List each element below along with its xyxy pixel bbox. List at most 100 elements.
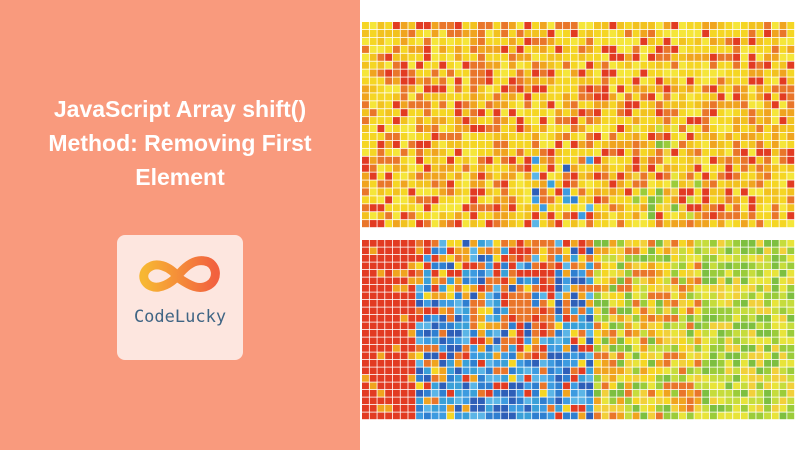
heat-cell	[400, 220, 408, 228]
heat-cell	[663, 240, 671, 247]
heat-cell	[578, 125, 586, 133]
heat-cell	[570, 352, 578, 360]
heat-cell	[679, 270, 686, 277]
heat-cell	[694, 240, 702, 247]
heat-cell	[655, 140, 663, 148]
heat-cell	[640, 300, 648, 307]
heat-cell	[431, 22, 439, 30]
heat-cell	[624, 101, 632, 109]
heat-cell	[392, 69, 400, 77]
heat-cell	[385, 117, 393, 125]
heat-cell	[787, 255, 795, 262]
heat-cell	[532, 132, 540, 141]
heat-cell	[733, 37, 741, 45]
heat-cell	[392, 270, 400, 277]
heat-cell	[570, 367, 578, 375]
heat-cell	[508, 360, 516, 367]
heat-cell	[709, 375, 717, 382]
heat-cell	[477, 180, 485, 188]
heat-cell	[748, 53, 756, 61]
heat-cell	[485, 277, 493, 285]
heat-cell	[586, 375, 594, 382]
heat-cell	[655, 45, 663, 53]
heat-cell	[570, 300, 578, 307]
heat-cell	[447, 315, 454, 322]
heat-cell	[725, 390, 733, 397]
heat-cell	[532, 180, 540, 188]
heat-cell	[362, 22, 369, 30]
heat-cell	[439, 77, 447, 85]
heat-cell	[593, 375, 601, 382]
heat-cell	[578, 196, 586, 204]
heat-cell	[733, 367, 741, 375]
heat-cell	[555, 140, 563, 148]
heat-cell	[400, 352, 408, 360]
heat-cell	[539, 262, 547, 270]
heat-cell	[539, 270, 547, 277]
heat-cell	[601, 69, 609, 77]
heat-cell	[408, 188, 416, 196]
heat-cell	[787, 93, 795, 101]
heat-cell	[709, 85, 717, 93]
heat-cell	[709, 69, 717, 77]
heat-cell	[501, 277, 509, 285]
heat-cell	[624, 196, 632, 204]
heat-cell	[555, 125, 563, 133]
heat-cell	[609, 212, 617, 220]
heat-cell	[392, 212, 400, 220]
heat-cell	[686, 322, 694, 330]
heat-cell	[632, 337, 640, 345]
heat-cell	[671, 270, 679, 277]
heat-cell	[408, 220, 416, 228]
heat-cell	[400, 53, 408, 61]
heat-cell	[648, 180, 656, 188]
heat-cell	[671, 375, 679, 382]
heat-cell	[686, 22, 694, 30]
heat-cell	[771, 117, 779, 125]
heat-cell	[717, 262, 725, 270]
heat-cell	[485, 412, 493, 420]
heat-cell	[369, 164, 377, 172]
heat-cell	[648, 132, 656, 141]
heat-cell	[733, 148, 741, 156]
heat-cell	[501, 262, 509, 270]
heat-cell	[624, 212, 632, 220]
heat-cell	[462, 117, 470, 125]
heat-cell	[632, 93, 640, 101]
heat-cell	[740, 180, 748, 188]
heat-cell	[501, 375, 509, 382]
heat-cell	[740, 352, 748, 360]
heat-cell	[748, 93, 756, 101]
heat-cell	[493, 270, 501, 277]
heat-cell	[624, 322, 632, 330]
heat-cell	[717, 196, 725, 204]
heat-cell	[702, 367, 710, 375]
heat-cell	[555, 85, 563, 93]
heat-cell	[516, 300, 524, 307]
heat-cell	[524, 315, 532, 322]
heat-cell	[733, 330, 741, 337]
heat-cell	[578, 148, 586, 156]
heat-cell	[555, 29, 563, 38]
heat-cell	[733, 382, 741, 390]
heat-cell	[640, 285, 648, 292]
heat-cell	[586, 390, 594, 397]
heat-cell	[493, 382, 501, 390]
heat-cell	[617, 85, 625, 93]
heat-cell	[447, 69, 454, 77]
heat-cell	[717, 117, 725, 125]
heat-cell	[686, 85, 694, 93]
heat-cell	[655, 360, 663, 367]
heat-cell	[717, 255, 725, 262]
heat-cell	[640, 292, 648, 300]
heat-cell	[586, 188, 594, 196]
heat-cell	[524, 180, 532, 188]
heat-cell	[454, 345, 462, 352]
heat-cell	[454, 140, 462, 148]
heat-cell	[709, 29, 717, 38]
heat-cell	[477, 164, 485, 172]
heat-cell	[439, 196, 447, 204]
heat-cell	[516, 180, 524, 188]
heat-cell	[663, 77, 671, 85]
heat-cell	[454, 93, 462, 101]
